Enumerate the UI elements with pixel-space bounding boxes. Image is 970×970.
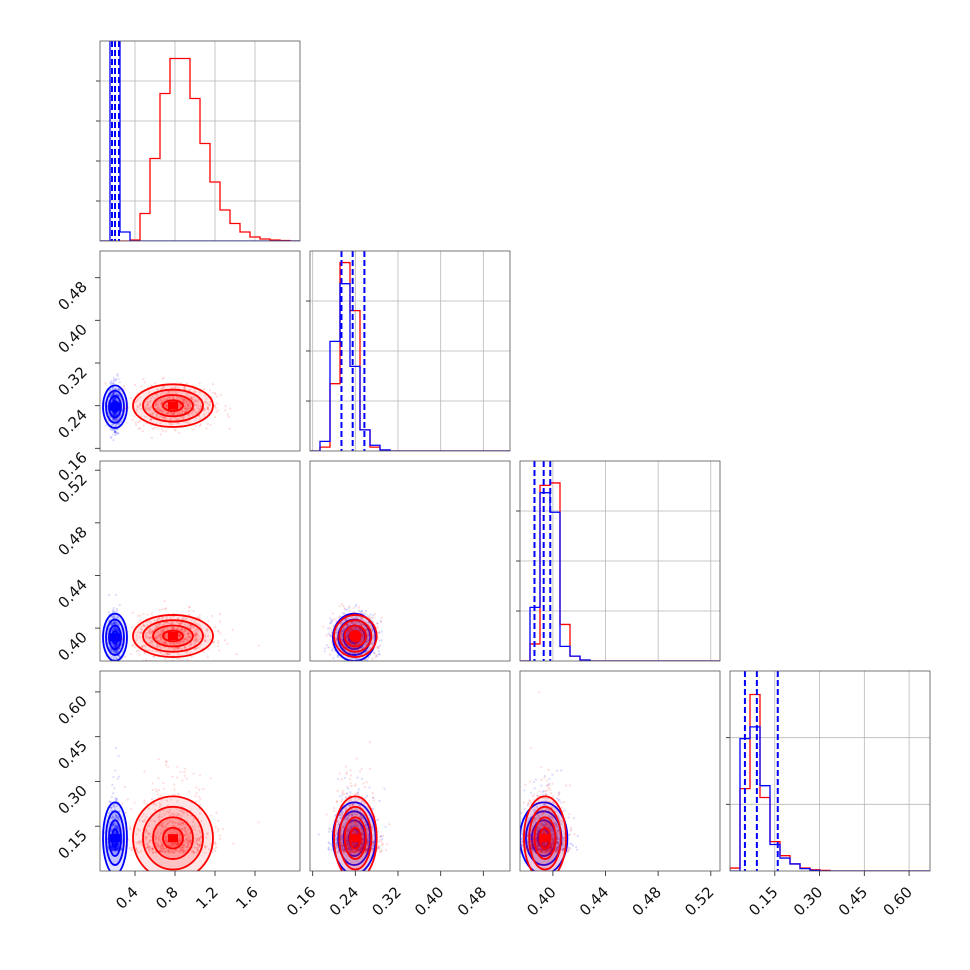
x-tick-label: 0.52 bbox=[681, 883, 717, 919]
panel-frame bbox=[519, 460, 721, 662]
panel-frame bbox=[99, 40, 301, 242]
red-contours bbox=[132, 795, 214, 871]
panel-frame bbox=[309, 670, 511, 872]
panel-0-0 bbox=[96, 40, 301, 242]
red-histogram bbox=[100, 57, 300, 241]
x-tick-label: 0.30 bbox=[790, 883, 826, 919]
red-contours bbox=[132, 383, 214, 428]
x-tick-label: 0.24 bbox=[326, 883, 362, 919]
panel-3-3 bbox=[726, 670, 931, 872]
x-tick-label: 0.15 bbox=[745, 883, 781, 919]
panel-3-0 bbox=[99, 670, 301, 872]
blue-contours bbox=[102, 612, 128, 661]
panel-2-1 bbox=[309, 460, 511, 662]
panel-1-0 bbox=[99, 250, 301, 452]
panel-1-1 bbox=[306, 250, 511, 452]
density-peak bbox=[168, 401, 178, 410]
x-tick-label: 0.40 bbox=[523, 883, 559, 919]
panel-frame bbox=[309, 460, 511, 662]
panel-2-0 bbox=[99, 460, 301, 662]
blue-histogram bbox=[730, 726, 930, 871]
panel-frame bbox=[99, 670, 301, 872]
x-tick-label: 1.6 bbox=[232, 883, 262, 913]
x-tick-label: 0.45 bbox=[835, 883, 871, 919]
y-tick-label: 0.48 bbox=[54, 278, 90, 314]
density-peak bbox=[168, 632, 178, 640]
x-tick-label: 0.32 bbox=[368, 883, 404, 919]
panel-frame bbox=[729, 670, 931, 872]
panel-frame bbox=[519, 670, 721, 872]
x-tick-label: 1.2 bbox=[192, 883, 222, 913]
y-tick-label: 0.24 bbox=[54, 406, 90, 442]
panel-2-2 bbox=[516, 460, 721, 662]
y-tick-label: 0.48 bbox=[54, 523, 90, 559]
y-tick-label: 0.60 bbox=[54, 692, 90, 728]
panel-3-1 bbox=[309, 670, 511, 872]
y-tick-label: 0.30 bbox=[54, 782, 90, 818]
x-tick-label: 0.48 bbox=[454, 883, 490, 919]
x-tick-label: 0.16 bbox=[283, 883, 319, 919]
x-tick-label: 0.44 bbox=[576, 883, 612, 919]
blue-histogram bbox=[310, 283, 510, 451]
red-contours bbox=[132, 614, 214, 658]
density-peak bbox=[540, 834, 550, 843]
x-tick-label: 0.48 bbox=[629, 883, 665, 919]
blue-contours bbox=[102, 801, 128, 871]
red-contours bbox=[333, 614, 378, 658]
panel-frame bbox=[309, 250, 511, 452]
y-tick-label: 0.32 bbox=[54, 363, 90, 399]
density-peak bbox=[110, 402, 120, 411]
density-peak bbox=[350, 632, 361, 640]
panel-frame bbox=[99, 460, 301, 662]
y-tick-label: 0.40 bbox=[54, 628, 90, 664]
density-peak bbox=[110, 633, 120, 642]
density-peak bbox=[168, 834, 178, 843]
x-tick-label: 0.8 bbox=[152, 883, 182, 913]
y-tick-label: 0.44 bbox=[54, 576, 90, 612]
blue-contours bbox=[102, 384, 128, 429]
red-contours bbox=[333, 795, 378, 871]
density-peak bbox=[350, 834, 361, 843]
red-contours bbox=[523, 795, 567, 871]
panel-3-2 bbox=[519, 670, 721, 872]
y-tick-label: 0.45 bbox=[54, 737, 90, 773]
x-tick-label: 0.60 bbox=[880, 883, 916, 919]
density-peak bbox=[110, 834, 120, 843]
x-tick-label: 0.4 bbox=[112, 883, 142, 913]
panel-frame bbox=[99, 250, 301, 452]
x-tick-label: 0.40 bbox=[411, 883, 447, 919]
y-tick-label: 0.40 bbox=[54, 320, 90, 356]
y-tick-label: 0.15 bbox=[54, 826, 90, 862]
blue-histogram bbox=[520, 492, 720, 661]
